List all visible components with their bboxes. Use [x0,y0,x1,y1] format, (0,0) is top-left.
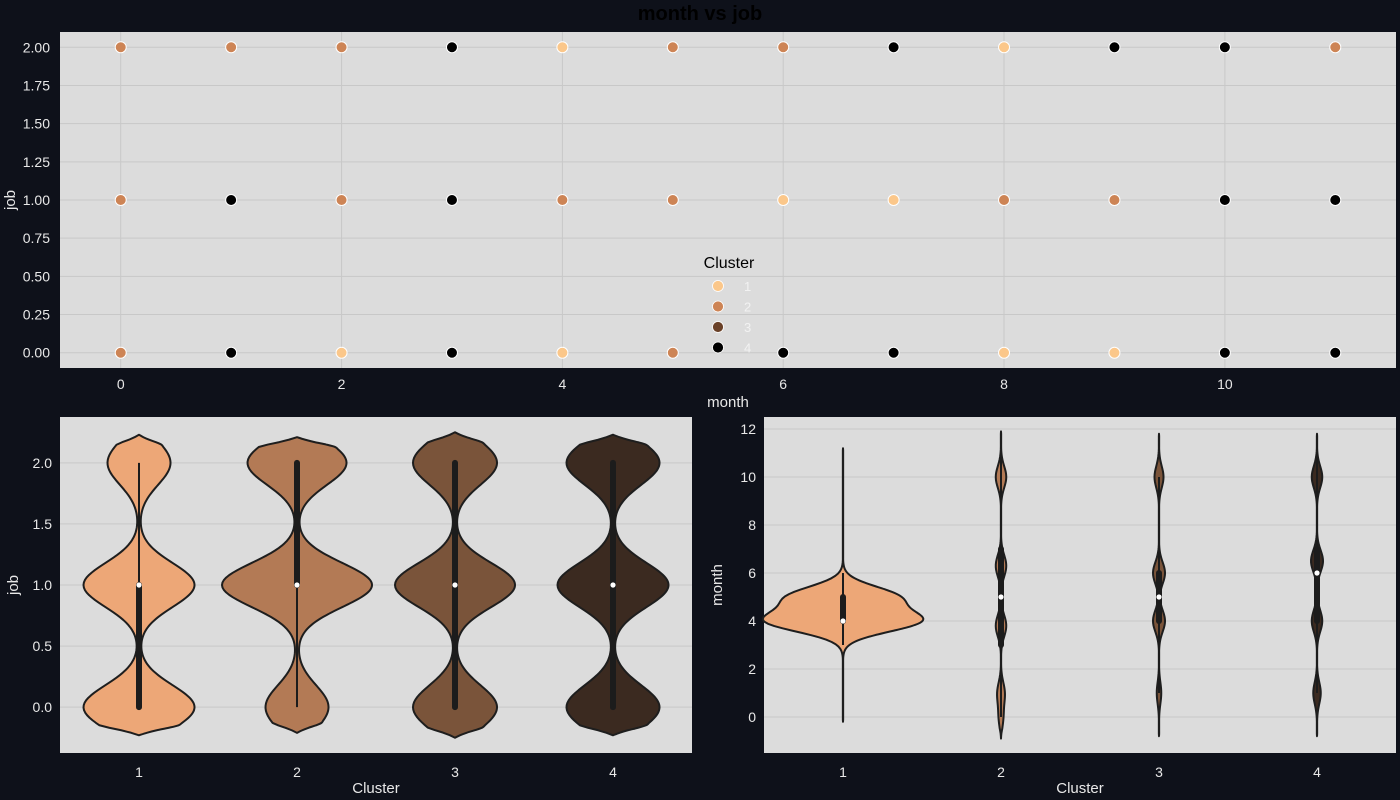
x-tick-label: 8 [1000,376,1008,392]
x-axis-label: month [707,394,749,411]
violin-median-point [840,618,846,624]
scatter-plot-month-vs-job: 0.00 0.25 0.50 0.75 1.00 1.25 1.50 1.75 2.00 0 2 4 6… [2,32,1396,411]
x-tick-label: 2 [293,764,301,780]
y-tick-label: 6 [748,565,756,581]
y-tick-label: 0.5 [33,638,53,654]
y-tick-label: 4 [748,613,756,629]
legend-title: Cluster [704,255,755,272]
legend-label: 2 [744,300,751,315]
scatter-point [335,194,348,206]
scatter-point [225,194,238,206]
scatter-point [1108,346,1121,359]
y-tick-label: 1.25 [23,154,50,170]
y-axis-label: job [5,575,22,596]
scatter-point [887,346,900,359]
scatter-point [1218,346,1231,359]
scatter-point [1329,41,1342,54]
legend-label: 4 [744,341,751,356]
y-tick-label: 0.00 [23,345,50,361]
y-tick-label: 2.0 [33,455,53,471]
scatter-point [445,346,458,359]
y-tick-label: 8 [748,517,756,533]
y-tick-label: 0.0 [33,699,53,715]
violin-median-point [1156,594,1162,600]
x-tick-label: 1 [135,764,143,780]
scatter-point [998,41,1011,54]
scatter-point [1329,194,1342,206]
y-tick-label: 0.25 [23,307,50,323]
y-tick-label: 10 [740,469,756,485]
scatter-point [114,194,127,206]
y-tick-label: 1.5 [33,516,53,532]
x-tick-label: 0 [117,376,125,392]
x-axis-label: Cluster [352,780,400,797]
x-tick-label: 2 [338,376,346,392]
scatter-point [556,346,569,359]
x-axis-label: Cluster [1056,780,1104,797]
y-axis-label: month [709,564,726,606]
scatter-point [114,346,127,359]
x-tick-label: 3 [451,764,459,780]
scatter-point [666,346,679,359]
scatter-point [887,194,900,206]
scatter-point [225,346,238,359]
scatter-point [556,41,569,54]
legend-label: 1 [744,279,751,294]
y-tick-label: 2.00 [23,39,50,55]
violin-median-point [452,582,458,588]
y-tick-label: 1.75 [23,77,50,93]
y-tick-label: 2 [748,661,756,677]
x-tick-label: 3 [1155,764,1163,780]
scatter-point [1218,41,1231,54]
y-tick-label: 1.50 [23,116,50,132]
violin-median-point [294,582,300,588]
y-tick-label: 1.00 [23,192,50,208]
scatter-point [445,194,458,206]
x-tick-label: 4 [1313,764,1321,780]
x-tick-label: 4 [609,764,617,780]
scatter-point [998,346,1011,359]
scatter-point [335,41,348,54]
scatter-point [666,194,679,206]
violin-median-point [998,594,1004,600]
y-axis-label: job [2,190,19,211]
y-tick-label: 1.0 [33,577,53,593]
scatter-point [445,41,458,54]
x-tick-label: 10 [1217,376,1233,392]
scatter-point [1218,194,1231,206]
legend-marker [712,321,724,333]
y-tick-label: 0.75 [23,230,50,246]
scatter-point [335,346,348,359]
violin-median-point [136,582,142,588]
violin-median-point [610,582,616,588]
x-tick-label: 4 [558,376,566,392]
scatter-point [556,194,569,206]
scatter-point [114,41,127,54]
scatter-point [777,41,790,54]
scatter-point [1329,346,1342,359]
legend-marker [712,280,724,292]
violin-plot-job-by-cluster: 0.0 0.5 1.0 1.5 2.0 1 2 3 4 Cluster job [5,417,692,797]
scatter-point [998,194,1011,206]
scatter-point [666,41,679,54]
legend-marker [712,300,724,313]
scatter-point [1108,41,1121,54]
y-tick-label: 0 [748,709,756,725]
y-tick-label: 0.50 [23,268,50,284]
x-tick-label: 6 [779,376,787,392]
legend-label: 3 [744,320,751,335]
legend-marker [712,341,724,354]
scatter-point [777,194,790,206]
scatter-point [777,346,790,359]
scatter-point [887,41,900,54]
x-tick-label: 2 [997,764,1005,780]
y-tick-label: 12 [740,421,756,437]
x-tick-label: 1 [839,764,847,780]
figure-title: month vs job [638,3,762,25]
violin-median-point [1314,570,1320,576]
scatter-point [225,41,238,54]
scatter-point [1108,194,1121,206]
